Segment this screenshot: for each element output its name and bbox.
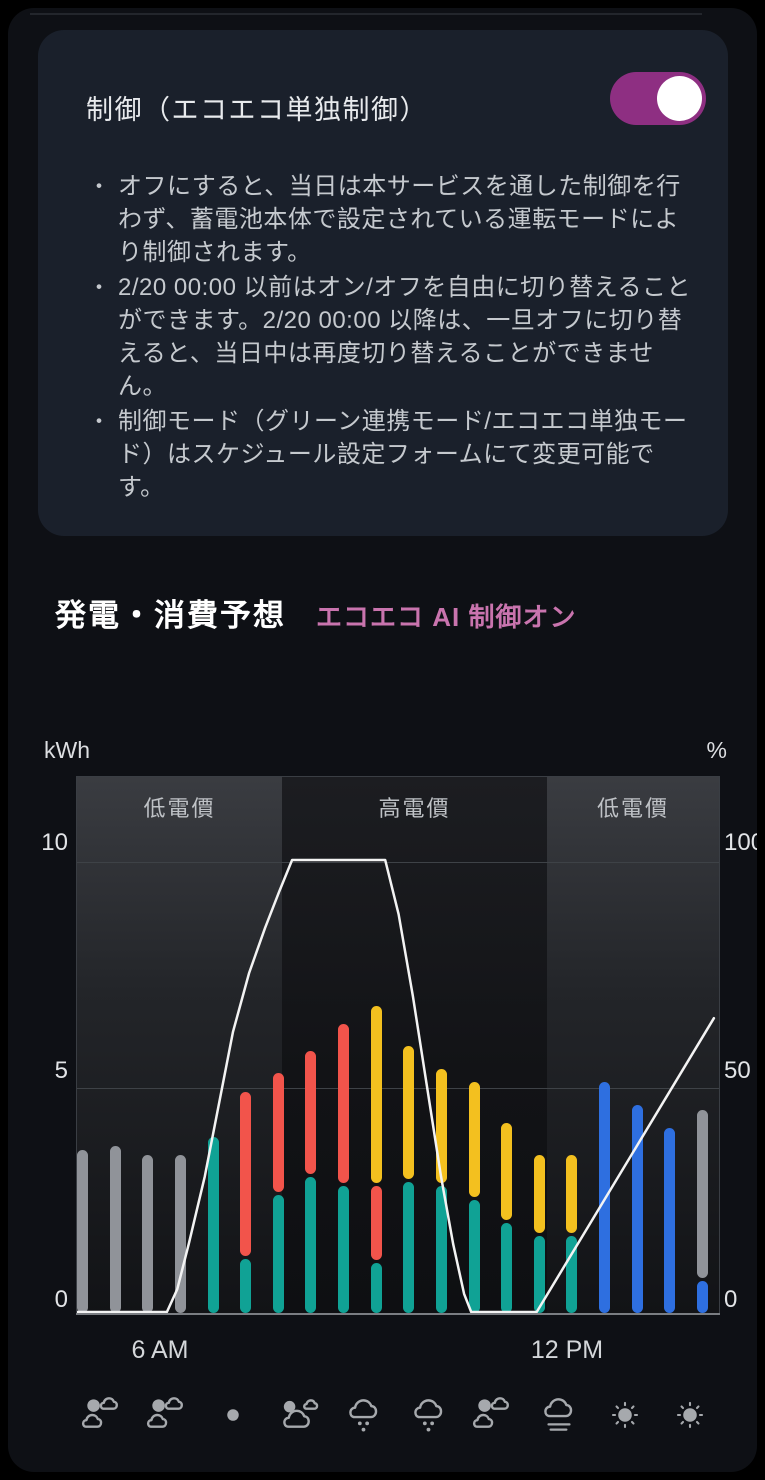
sun-dot-icon bbox=[210, 1392, 256, 1438]
left-tick-5: 5 bbox=[54, 1057, 68, 1084]
bar-segment-yellow bbox=[566, 1154, 578, 1234]
bar-segment-blue bbox=[631, 1105, 643, 1313]
left-axis-unit: kWh bbox=[44, 737, 90, 763]
x-tick-12pm: 12 PM bbox=[530, 1336, 604, 1364]
control-toggle[interactable] bbox=[610, 72, 706, 125]
bar-segment-gray bbox=[174, 1154, 186, 1313]
bar-segment-yellow bbox=[435, 1068, 447, 1184]
bar-segment-gray bbox=[142, 1154, 154, 1313]
sun-icon bbox=[667, 1392, 713, 1438]
forecast-chart: 低電價 高電價 低電價 bbox=[76, 776, 720, 1315]
right-axis-unit: % bbox=[706, 737, 727, 763]
control-card: 制御（エコエコ単独制御） ・ オフにすると、当日は本サービスを通した制御を行わず… bbox=[38, 30, 728, 536]
bar-segment-teal bbox=[501, 1222, 513, 1313]
scrolled-content-edge bbox=[30, 13, 702, 15]
left-tick-0: 0 bbox=[54, 1286, 68, 1313]
bar-segment-teal bbox=[435, 1186, 447, 1313]
rain-icon bbox=[406, 1392, 452, 1438]
left-tick-10: 10 bbox=[41, 829, 68, 856]
bar-segment-gray bbox=[77, 1150, 88, 1313]
bullet-marker: ・ bbox=[88, 275, 111, 300]
sun-icon bbox=[602, 1392, 648, 1438]
bar-segment-gray bbox=[109, 1145, 121, 1313]
sun-clouds-icon bbox=[145, 1392, 191, 1438]
note-text: オフにすると、当日は本サービスを通した制御を行わず、蓄電池本体で設定されている運… bbox=[118, 173, 681, 266]
bar-segment-teal bbox=[338, 1186, 350, 1313]
app-content: 制御（エコエコ単独制御） ・ オフにすると、当日は本サービスを通した制御を行わず… bbox=[8, 8, 757, 1472]
control-card-title: 制御（エコエコ単独制御） bbox=[86, 95, 428, 125]
gridline-10 bbox=[77, 862, 719, 863]
bar-segment-red bbox=[305, 1050, 317, 1175]
list-item: ・ 2/20 00:00 以前はオン/オフを自由に切り替えることができます。2/… bbox=[88, 271, 692, 403]
bar-segment-teal bbox=[468, 1200, 480, 1313]
list-item: ・ オフにすると、当日は本サービスを通した制御を行わず、蓄電池本体で設定されてい… bbox=[88, 170, 692, 269]
bar-segment-red bbox=[240, 1091, 252, 1256]
bar-segment-gray bbox=[696, 1109, 708, 1279]
ai-control-status-badge: エコエコ AI 制御オン bbox=[316, 602, 577, 632]
note-text: 制御モード（グリーン連携モード/エコエコ単独モード）はスケジュール設定フォームに… bbox=[118, 408, 688, 501]
bar-segment-teal bbox=[370, 1263, 382, 1313]
weather-forecast-row bbox=[8, 1392, 757, 1442]
battery-line-layer bbox=[77, 858, 716, 1314]
bar-segment-teal bbox=[566, 1236, 578, 1313]
bar-segment-teal bbox=[272, 1195, 284, 1313]
bar-segment-blue bbox=[664, 1127, 676, 1313]
bar-segment-red bbox=[272, 1073, 284, 1193]
bar-segment-red bbox=[338, 1023, 350, 1184]
fog-icon bbox=[536, 1392, 582, 1438]
bullet-marker: ・ bbox=[88, 174, 111, 199]
rain-icon bbox=[341, 1392, 387, 1438]
bar-segment-red bbox=[370, 1186, 382, 1261]
x-tick-6am: 6 AM bbox=[131, 1336, 189, 1364]
bar-segment-yellow bbox=[468, 1082, 480, 1197]
bar-segment-yellow bbox=[370, 1005, 382, 1184]
bar-segment-yellow bbox=[403, 1046, 415, 1179]
bar-segment-teal bbox=[207, 1136, 219, 1313]
bar-segment-yellow bbox=[533, 1154, 545, 1234]
x-axis-baseline bbox=[76, 1313, 720, 1315]
toggle-knob bbox=[657, 76, 702, 121]
price-band-label: 低電價 bbox=[596, 796, 669, 821]
sun-clouds-icon bbox=[80, 1392, 126, 1438]
forecast-header: 発電・消費予想 エコエコ AI 制御オン bbox=[55, 590, 576, 635]
right-tick-100: 100 bbox=[724, 829, 757, 856]
bullet-marker: ・ bbox=[88, 409, 111, 434]
bar-segment-teal bbox=[305, 1177, 317, 1313]
right-tick-50: 50 bbox=[724, 1057, 751, 1084]
list-item: ・ 制御モード（グリーン連携モード/エコエコ単独モード）はスケジュール設定フォー… bbox=[88, 405, 692, 504]
page-title: 発電・消費予想 bbox=[55, 598, 286, 633]
sun-clouds-icon bbox=[471, 1392, 517, 1438]
price-band-label: 高電價 bbox=[378, 796, 451, 821]
bar-segment-teal bbox=[240, 1258, 252, 1313]
bar-segment-yellow bbox=[501, 1123, 513, 1220]
bars-layer bbox=[77, 777, 719, 1314]
bar-segment-blue bbox=[696, 1281, 708, 1313]
note-text: 2/20 00:00 以前はオン/オフを自由に切り替えることができます。2/20… bbox=[118, 274, 692, 400]
right-tick-0: 0 bbox=[724, 1286, 738, 1313]
bar-segment-teal bbox=[403, 1181, 415, 1313]
battery-percent-line bbox=[77, 858, 716, 1314]
bar-segment-teal bbox=[533, 1236, 545, 1313]
price-band-label: 低電價 bbox=[143, 796, 216, 821]
control-notes-list: ・ オフにすると、当日は本サービスを通した制御を行わず、蓄電池本体で設定されてい… bbox=[88, 170, 692, 506]
gridline-5 bbox=[77, 1088, 719, 1089]
cloud-sun-icon bbox=[276, 1392, 322, 1438]
